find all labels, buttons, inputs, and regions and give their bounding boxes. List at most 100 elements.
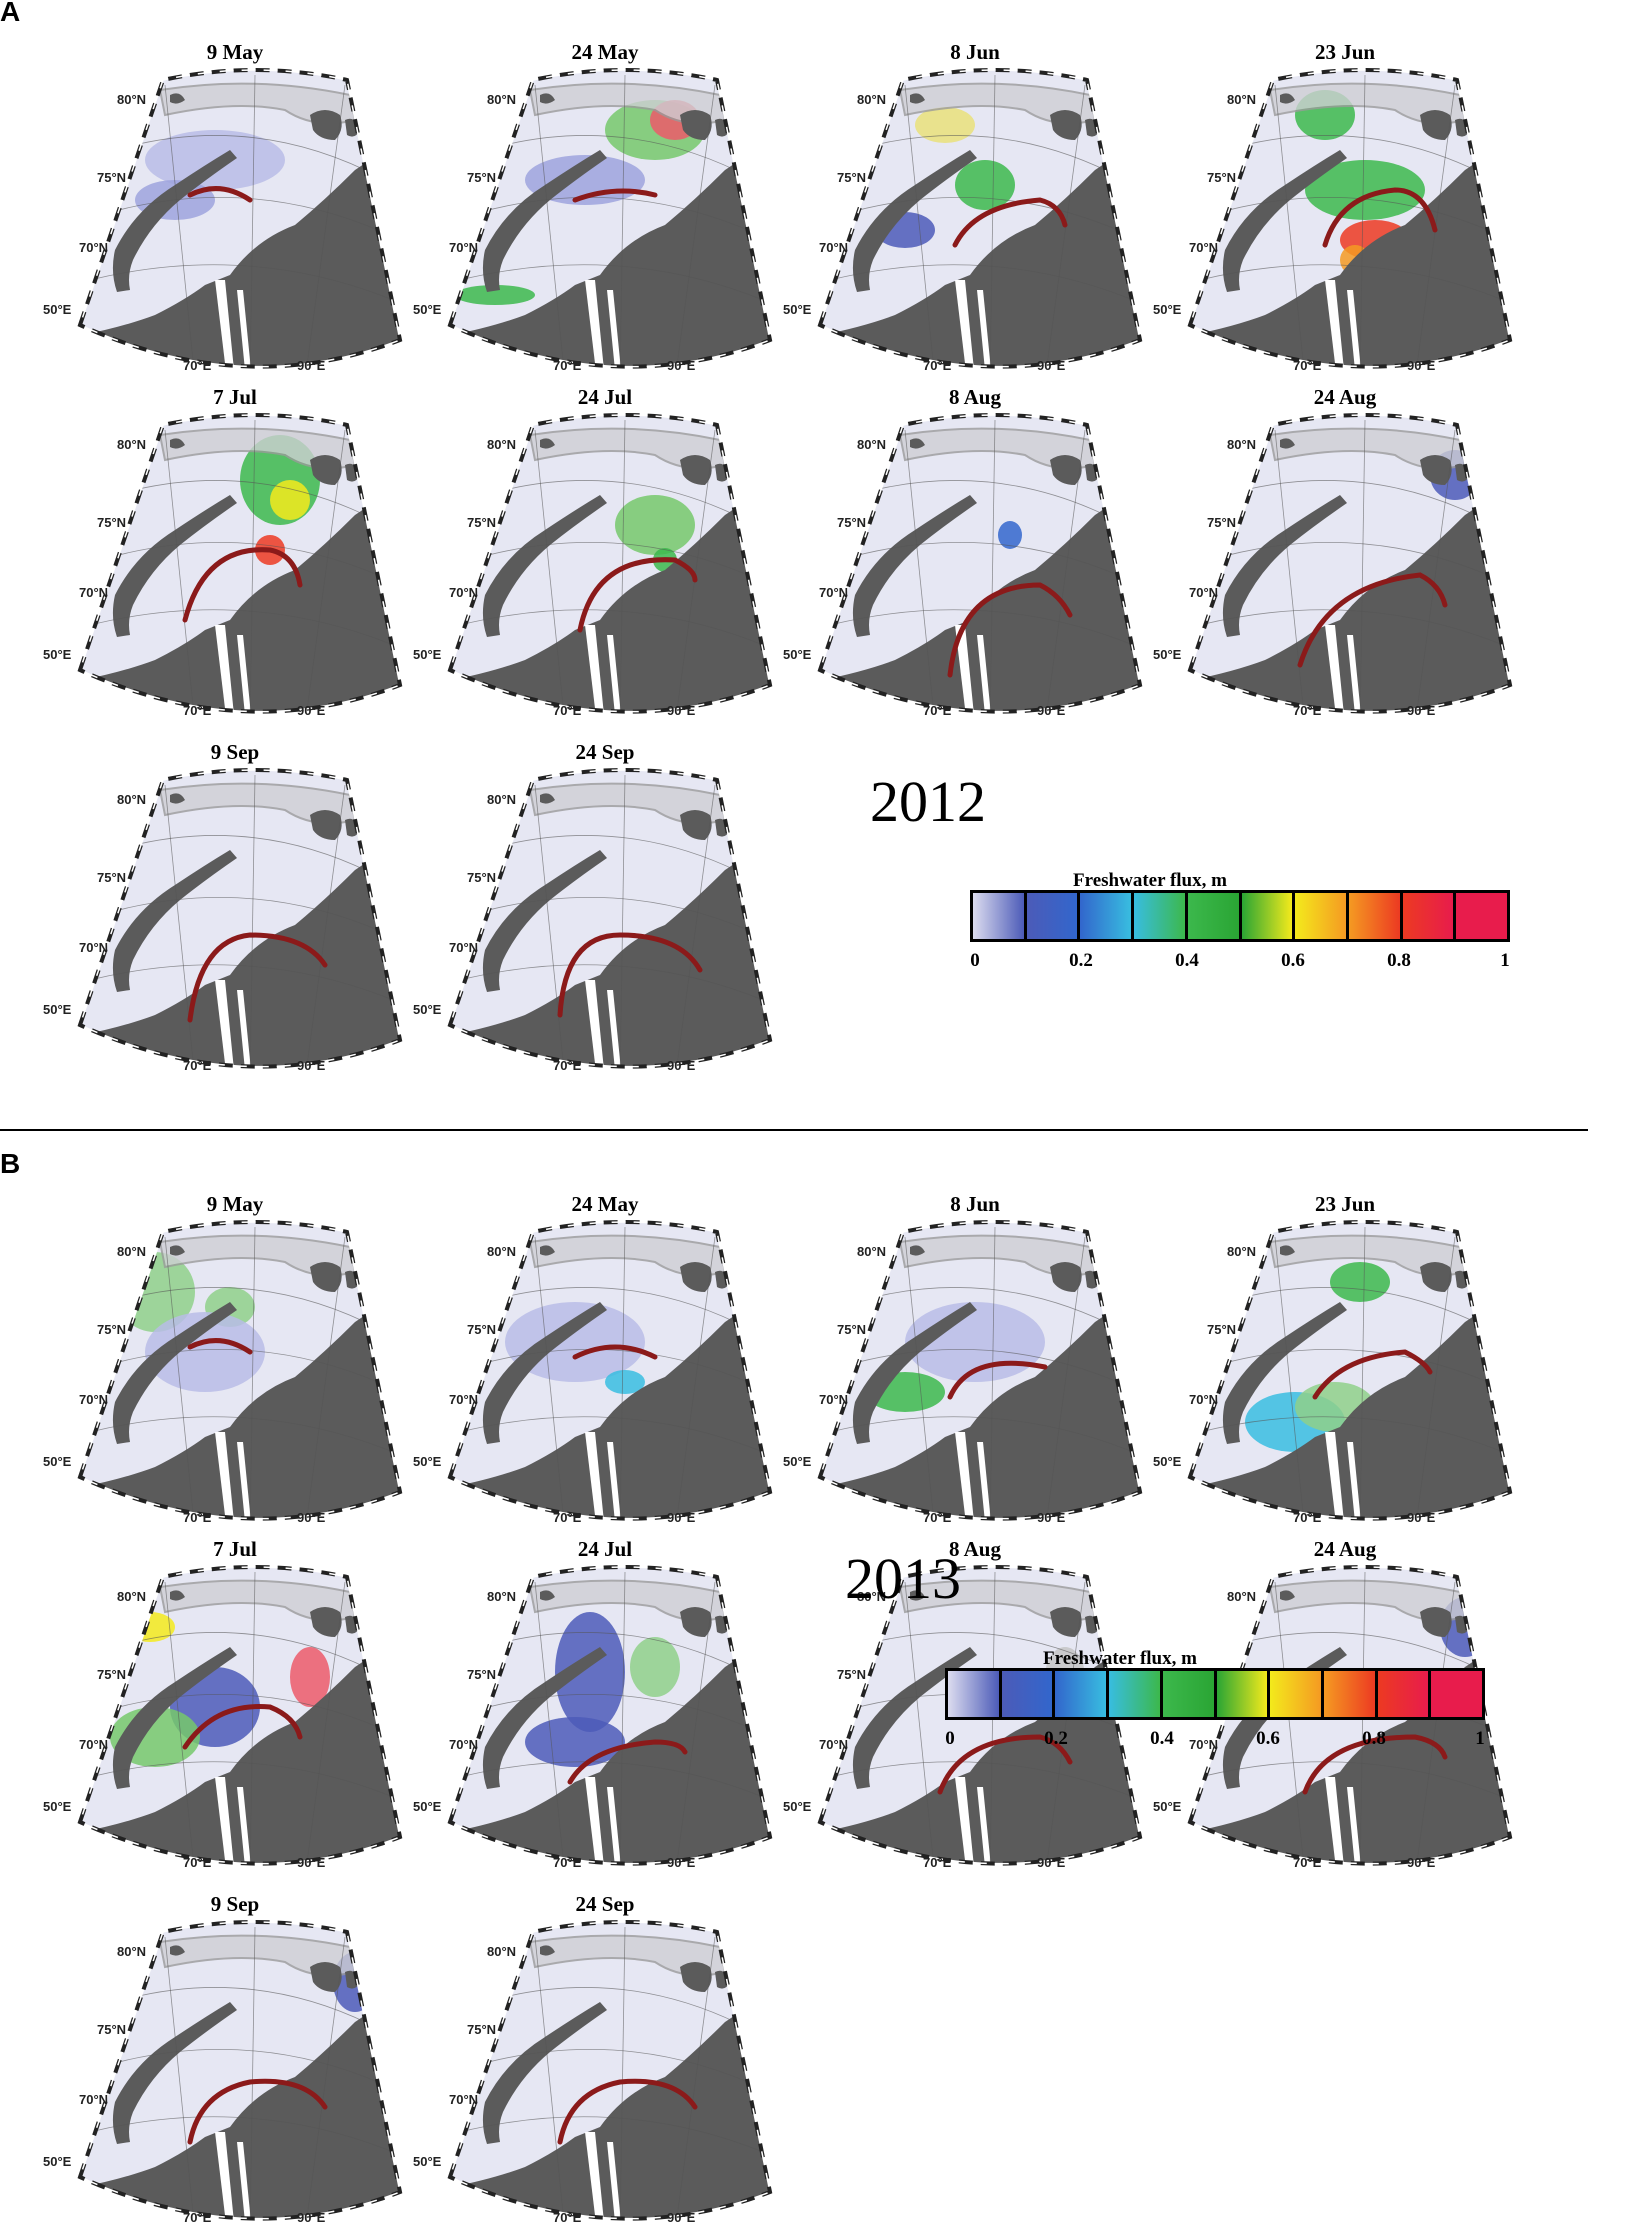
map-date-title: 24 May [571, 1192, 639, 1216]
coord-label-lat75: 75°N [837, 1322, 867, 1337]
year-label-2012: 2012 [870, 769, 986, 834]
coord-label-lon90: 90°E [667, 1510, 696, 1525]
colorbar-title-2013: Freshwater flux, m [1043, 1648, 1197, 1669]
polar-stereographic-map [1187, 1220, 1513, 1521]
coord-label-lon90: 90°E [1037, 1855, 1066, 1870]
plume-front-line [187, 2078, 328, 2145]
colorbar-tick-label: 0.2 [1069, 950, 1093, 971]
coord-label-lon70: 70°E [1293, 703, 1322, 718]
plume-front-line [947, 582, 1073, 678]
coord-label-lat70: 70°N [449, 2092, 479, 2107]
coord-label-lon50: 50°E [1153, 1799, 1182, 1814]
coord-label-lon90: 90°E [297, 358, 326, 373]
coord-label-lon90: 90°E [297, 703, 326, 718]
colorbar-tick-label: 0.8 [1387, 950, 1411, 971]
colorbar-tick-label: 0.8 [1362, 1728, 1386, 1749]
colorbar-tick-label: 0 [945, 1728, 955, 1749]
coord-label-lon50: 50°E [43, 647, 72, 662]
polar-stereographic-map [1187, 413, 1513, 714]
coord-label-lon50: 50°E [413, 647, 442, 662]
coord-label-lat75: 75°N [467, 515, 497, 530]
freshwater-flux-patch [998, 521, 1022, 549]
map-panel: 8 Jun 80°N 75°N 70°N 50°E 70°E 90°E [783, 40, 1155, 380]
coord-label-lat80: 80°N [117, 1944, 147, 1959]
map-date-title: 24 Sep [575, 1892, 635, 1916]
coord-label-lat75: 75°N [837, 515, 867, 530]
colorbar-segment [1001, 1671, 1056, 1717]
plume-front-line [182, 547, 303, 623]
coord-label-lat70: 70°N [449, 940, 479, 955]
map-panel: 8 Jun 80°N 75°N 70°N 50°E 70°E 90°E [783, 1192, 1155, 1532]
coord-label-lon70: 70°E [183, 358, 212, 373]
panel-letter-a: A [0, 0, 21, 27]
coord-label-lat80: 80°N [117, 437, 147, 452]
coord-label-lat75: 75°N [1207, 170, 1237, 185]
polar-stereographic-map [77, 1565, 403, 1866]
coord-label-lon90: 90°E [1037, 358, 1066, 373]
freshwater-flux-patch [555, 1612, 625, 1732]
map-panel: 24 May 80°N 75°N 70°N 50°E 70°E 90°E [413, 40, 785, 380]
plume-front-line [1297, 572, 1448, 668]
map-date-title: 7 Jul [213, 385, 257, 409]
map-panel: 7 Jul 80°N 75°N 70°N 50°E 70°E 90°E [43, 385, 415, 725]
coord-label-lat80: 80°N [1227, 1244, 1257, 1259]
polar-stereographic-map [447, 413, 773, 714]
coord-label-lat70: 70°N [79, 2092, 109, 2107]
coord-label-lon70: 70°E [1293, 1510, 1322, 1525]
coord-label-lon50: 50°E [43, 302, 72, 317]
polar-stereographic-map [447, 1220, 773, 1521]
freshwater-flux-patch [630, 1637, 680, 1697]
coord-label-lon50: 50°E [783, 647, 812, 662]
map-date-title: 8 Aug [949, 385, 1001, 409]
coord-label-lon50: 50°E [43, 1799, 72, 1814]
polar-stereographic-map [817, 413, 1143, 714]
coord-label-lon90: 90°E [297, 1510, 326, 1525]
coord-label-lat80: 80°N [487, 92, 517, 107]
coord-label-lon70: 70°E [553, 2210, 582, 2225]
colorbar-segment [1109, 1671, 1163, 1717]
plume-front-line [557, 932, 703, 1018]
coord-label-lat80: 80°N [487, 792, 517, 807]
map-panel: 23 Jun 80°N 75°N 70°N 50°E 70°E 90°E [1153, 40, 1525, 380]
map-date-title: 9 Sep [210, 740, 260, 764]
freshwater-flux-patch [955, 160, 1015, 210]
coord-label-lat70: 70°N [449, 585, 479, 600]
coord-label-lat80: 80°N [117, 92, 147, 107]
map-panel: 24 Sep 80°N 75°N 70°N 50°E 70°E 90°E [413, 740, 785, 1080]
plume-front-line [937, 1734, 1073, 1795]
freshwater-flux-patch [1330, 1262, 1390, 1302]
colorbar-segment [1216, 1671, 1271, 1717]
coord-label-lat70: 70°N [79, 1737, 109, 1752]
coord-label-lon70: 70°E [923, 358, 952, 373]
coord-label-lon70: 70°E [553, 1058, 582, 1073]
colorbar-title-2012: Freshwater flux, m [1073, 870, 1227, 891]
year-label-2013: 2013 [845, 1546, 961, 1611]
map-date-title: 8 Jun [950, 40, 1000, 64]
map-date-title: 24 Jul [577, 1537, 633, 1561]
coord-label-lat75: 75°N [97, 515, 127, 530]
plume-front-line [952, 197, 1068, 248]
coord-label-lat70: 70°N [819, 240, 849, 255]
coord-label-lon90: 90°E [297, 1855, 326, 1870]
coord-label-lat75: 75°N [467, 170, 497, 185]
freshwater-flux-patch [270, 480, 310, 520]
plume-front-line [182, 1704, 303, 1750]
coord-label-lon50: 50°E [1153, 647, 1182, 662]
coord-label-lat70: 70°N [79, 240, 109, 255]
coord-label-lat70: 70°N [449, 1392, 479, 1407]
coord-label-lat70: 70°N [1189, 1392, 1219, 1407]
coord-label-lat75: 75°N [837, 1667, 867, 1682]
coord-label-lat75: 75°N [1207, 515, 1237, 530]
coord-label-lat75: 75°N [1207, 1322, 1237, 1337]
coord-label-lon90: 90°E [1407, 703, 1436, 718]
coord-label-lon90: 90°E [667, 358, 696, 373]
panel-letter-b: B [0, 1148, 21, 1179]
freshwater-flux-patch [1305, 160, 1425, 220]
map-panel: 24 May 80°N 75°N 70°N 50°E 70°E 90°E [413, 1192, 785, 1532]
colorbar-tick-label: 0.2 [1044, 1728, 1068, 1749]
coord-label-lat70: 70°N [449, 1737, 479, 1752]
coord-label-lon70: 70°E [183, 1058, 212, 1073]
plume-front-line [1302, 1734, 1448, 1795]
polar-stereographic-map [77, 1920, 403, 2221]
coord-label-lon70: 70°E [1293, 358, 1322, 373]
